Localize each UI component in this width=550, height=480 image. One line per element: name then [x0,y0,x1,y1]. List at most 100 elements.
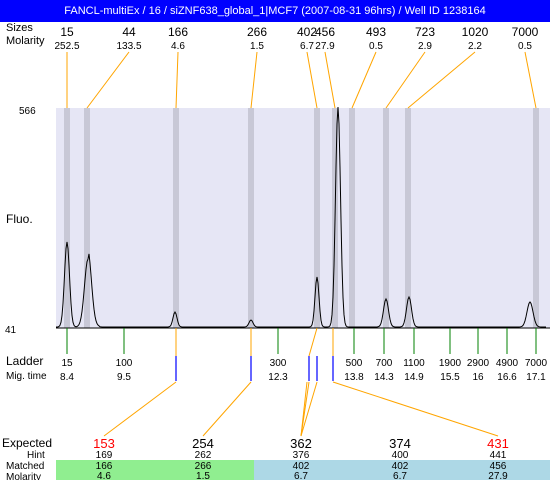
peak-size: 493 [366,25,386,39]
ladder-size: 500 [346,358,363,369]
match-guide-line [300,381,318,437]
peak-band [349,108,355,328]
peak-band [405,108,411,328]
ladder-marks: 15 8.4 100 9.5 300 12.3 500 13.8 700 14.3 1100 14.9… [60,328,548,383]
ladder-time: 14.3 [374,372,394,383]
matched-value: 266 [195,461,212,472]
matched-value: 402 [392,461,409,472]
expected-label: Expected [2,436,52,450]
ladder-size: 700 [376,358,393,369]
hint-value: 376 [293,450,310,461]
peak-band [84,108,90,328]
expected-value: 431 [487,436,509,451]
ladder-label: Ladder [6,354,43,368]
hint-label: Hint [27,450,45,461]
table-bands [56,460,550,480]
peak-guide-line [385,51,426,109]
matched-band-blue [254,460,550,480]
y-axis-label: Fluo. [6,212,33,226]
peak-guide-line [407,51,476,109]
peak-molarity: 133.5 [116,41,141,52]
peak-guide-lines [66,51,537,109]
table-values: 1531691664.62542622661.53623764026.73744… [93,436,509,480]
matched-markers [103,327,499,437]
matched-value: 166 [96,461,113,472]
molarity-value: 1.5 [196,471,210,480]
peak-molarity: 27.9 [315,41,335,52]
expected-value: 374 [389,436,411,451]
ladder-time: 16.6 [497,372,517,383]
ladder-size: 100 [116,358,133,369]
ladder-time: 17.1 [526,372,546,383]
ladder-time: 14.9 [404,372,424,383]
molarity-value: 27.9 [488,471,508,480]
ladder-size: 300 [270,358,287,369]
peak-guide-line [306,51,318,109]
matched-band-green [56,460,254,480]
molarity-value: 6.7 [294,471,308,480]
peak-size: 402 [297,25,317,39]
peak-size: 266 [247,25,267,39]
peak-molarity: 2.2 [468,41,482,52]
peak-size: 456 [315,25,335,39]
ladder-size: 1100 [403,358,425,369]
peak-band [248,108,254,328]
ladder-time: 16 [472,372,484,383]
peak-molarity: 6.7 [300,41,314,52]
peak-molarity: 0.5 [369,41,383,52]
expected-value: 254 [192,436,214,451]
peak-guide-line [324,51,336,109]
hint-value: 169 [96,450,113,461]
match-guide-line [202,381,252,437]
ladder-size: 15 [61,358,73,369]
molarity-value: 6.7 [393,471,407,480]
peak-size: 7000 [512,25,539,39]
peak-size: 15 [60,25,74,39]
match-guide-line [103,381,177,437]
peak-molarity: 4.6 [171,41,185,52]
expected-value: 153 [93,436,115,451]
table-molarity-label: Molarity [6,472,41,480]
peak-band [314,108,320,328]
peak-band [64,108,70,328]
peak-band [533,108,539,328]
ladder-size: 4900 [496,358,519,369]
peak-guide-line [524,51,537,109]
peak-molarity: 2.9 [418,41,432,52]
peak-molarity: 0.5 [518,41,532,52]
peak-guide-line [351,51,377,109]
peak-molarity: 1.5 [250,41,264,52]
fluorescence-trace [56,106,546,328]
ladder-time: 8.4 [60,372,74,383]
peak-guide-line [250,51,258,109]
hint-value: 400 [392,450,409,461]
hint-value: 262 [195,450,212,461]
peak-guide-line [86,51,130,109]
expected-value: 362 [290,436,312,451]
y-top-tick: 566 [19,106,36,117]
matched-label: Matched [6,461,44,472]
peak-band [173,108,179,328]
match-guide-line [300,381,310,437]
ladder-size: 2900 [467,358,490,369]
peak-size: 44 [122,25,136,39]
matched-value: 402 [293,461,310,472]
peak-molarity: 252.5 [54,41,79,52]
plot-area [56,108,550,328]
hint-value: 441 [490,450,507,461]
ladder-time: 15.5 [440,372,460,383]
peak-guide-line [175,51,179,109]
ladder-time: 13.8 [344,372,364,383]
ladder-size: 1900 [439,358,462,369]
ladder-time: 9.5 [117,372,131,383]
mig-time-label: Mig. time [6,371,47,382]
matched-value: 456 [490,461,507,472]
ladder-size: 7000 [525,358,548,369]
molarity-value: 4.6 [97,471,111,480]
sizes-label: Sizes [6,22,33,34]
window-title: FANCL-multiEx / 16 / siZNF638_global_1|M… [0,0,550,22]
peak-size: 166 [168,25,188,39]
peak-size: 1020 [462,25,489,39]
